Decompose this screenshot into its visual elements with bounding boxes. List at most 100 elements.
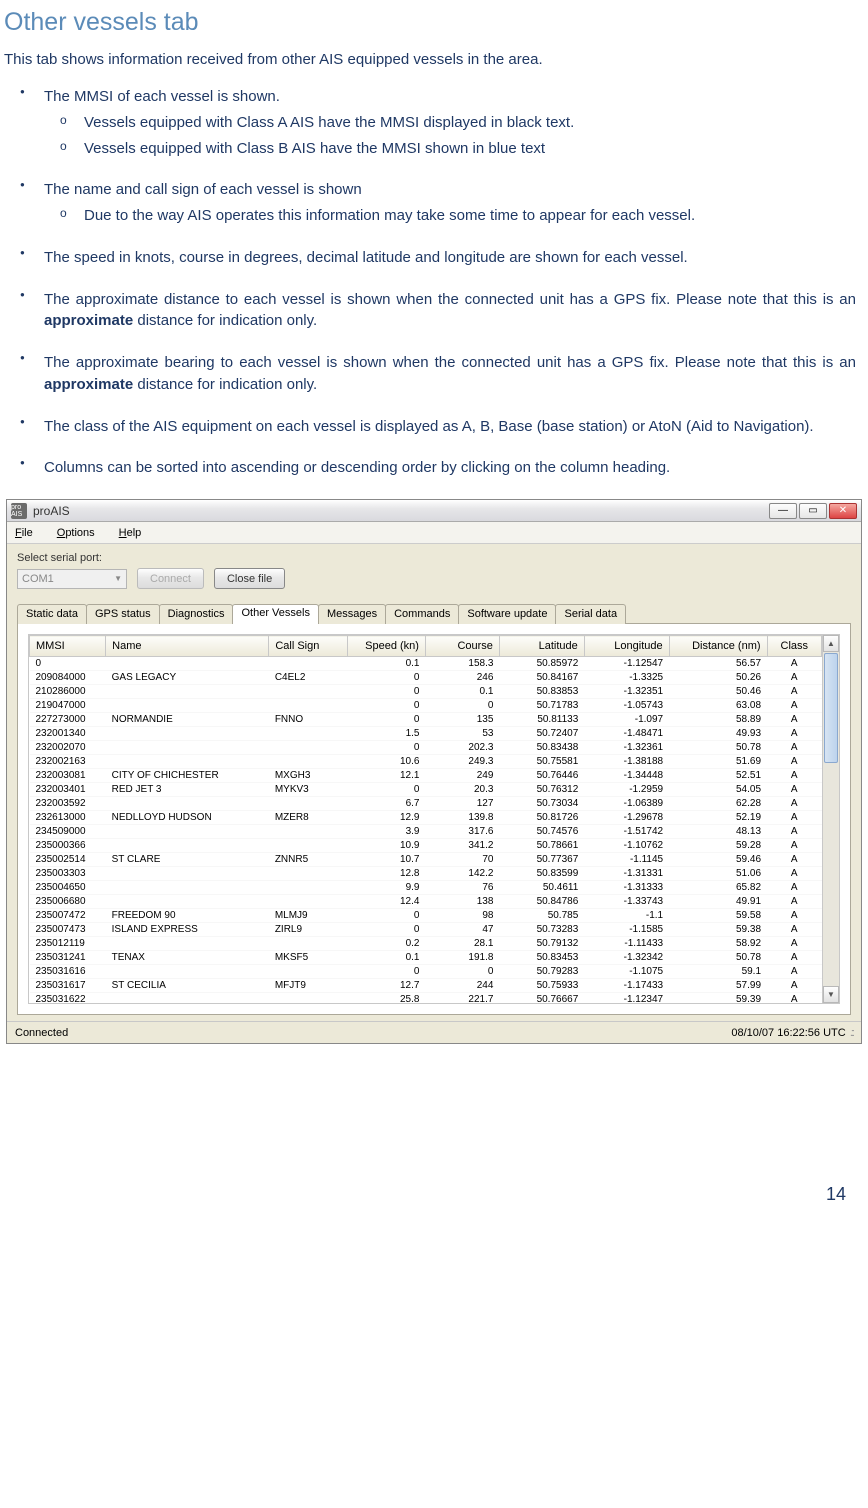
close-button[interactable]: ✕ — [829, 503, 857, 519]
table-row[interactable]: 23503162225.8221.750.76667-1.1234759.39A — [30, 993, 822, 1004]
table-row[interactable]: 2320013401.55350.72407-1.4847149.93A — [30, 727, 822, 741]
scroll-up-icon[interactable]: ▲ — [823, 635, 839, 652]
cell-class: A — [767, 783, 821, 797]
tab-commands[interactable]: Commands — [385, 604, 459, 624]
status-left: Connected — [15, 1027, 68, 1039]
table-row[interactable]: 235031617ST CECILIAMFJT912.724450.75933-… — [30, 979, 822, 993]
cell-callsign: MLMJ9 — [269, 909, 347, 923]
table-row[interactable]: 2320020700202.350.83438-1.3236150.78A — [30, 741, 822, 755]
cell-speed: 0 — [347, 783, 425, 797]
col-dist[interactable]: Distance (nm) — [669, 636, 767, 657]
cell-class: A — [767, 993, 821, 1004]
table-row[interactable]: 2350046509.97650.4611-1.3133365.82A — [30, 881, 822, 895]
table-row[interactable]: 23200216310.6249.350.75581-1.3818851.69A — [30, 755, 822, 769]
cell-lon: -1.097 — [584, 713, 669, 727]
col-callsign[interactable]: Call Sign — [269, 636, 347, 657]
col-mmsi[interactable]: MMSI — [30, 636, 106, 657]
cell-lat: 50.81726 — [499, 811, 584, 825]
menu-file[interactable]: File — [15, 527, 33, 539]
scroll-down-icon[interactable]: ▼ — [823, 986, 839, 1003]
table-row[interactable]: 2350316160050.79283-1.107559.1A — [30, 965, 822, 979]
col-course[interactable]: Course — [425, 636, 499, 657]
col-speed[interactable]: Speed (kn) — [347, 636, 425, 657]
port-combo[interactable]: COM1 ▼ — [17, 569, 127, 589]
tab-serial-data[interactable]: Serial data — [555, 604, 626, 624]
col-name[interactable]: Name — [106, 636, 269, 657]
table-row[interactable]: 235007473ISLAND EXPRESSZIRL904750.73283-… — [30, 923, 822, 937]
tab-messages[interactable]: Messages — [318, 604, 386, 624]
table-row[interactable]: 23500036610.9341.250.78661-1.1076259.28A — [30, 839, 822, 853]
cell-class: A — [767, 965, 821, 979]
table-row[interactable]: 2345090003.9317.650.74576-1.5174248.13A — [30, 825, 822, 839]
cell-dist: 58.92 — [669, 937, 767, 951]
cell-class: A — [767, 727, 821, 741]
table-row[interactable]: 235007472FREEDOM 90MLMJ909850.785-1.159.… — [30, 909, 822, 923]
cell-dist: 49.93 — [669, 727, 767, 741]
cell-lon: -1.10762 — [584, 839, 669, 853]
table-row[interactable]: 232613000NEDLLOYD HUDSONMZER812.9139.850… — [30, 811, 822, 825]
cell-callsign: MFJT9 — [269, 979, 347, 993]
cell-lat: 50.77367 — [499, 853, 584, 867]
sub-bullet: Vessels equipped with Class B AIS have t… — [84, 138, 856, 160]
table-row[interactable]: 2350121190.228.150.79132-1.1143358.92A — [30, 937, 822, 951]
col-lon[interactable]: Longitude — [584, 636, 669, 657]
cell-callsign — [269, 965, 347, 979]
cell-speed: 0.2 — [347, 937, 425, 951]
close-file-button[interactable]: Close file — [214, 568, 285, 589]
cell-callsign: MKSF5 — [269, 951, 347, 965]
table-row[interactable]: 232003401RED JET 3MYKV3020.350.76312-1.2… — [30, 783, 822, 797]
cell-lat: 50.83853 — [499, 685, 584, 699]
cell-name: RED JET 3 — [106, 783, 269, 797]
tab-gps-status[interactable]: GPS status — [86, 604, 160, 624]
cell-class: A — [767, 951, 821, 965]
cell-dist: 50.78 — [669, 951, 767, 965]
cell-speed: 10.9 — [347, 839, 425, 853]
cell-course: 158.3 — [425, 657, 499, 671]
tab-static-data[interactable]: Static data — [17, 604, 87, 624]
table-row[interactable]: 00.1158.350.85972-1.1254756.57A — [30, 657, 822, 671]
cell-dist: 59.46 — [669, 853, 767, 867]
menu-help[interactable]: Help — [119, 527, 142, 539]
cell-lat: 50.72407 — [499, 727, 584, 741]
table-row[interactable]: 21028600000.150.83853-1.3235150.46A — [30, 685, 822, 699]
chevron-down-icon: ▼ — [114, 574, 122, 583]
table-row[interactable]: 23500330312.8142.250.83599-1.3133151.06A — [30, 867, 822, 881]
cell-class: A — [767, 769, 821, 783]
tab-software-update[interactable]: Software update — [458, 604, 556, 624]
tab-other-vessels[interactable]: Other Vessels — [232, 604, 318, 624]
cell-name — [106, 839, 269, 853]
cell-lon: -1.29678 — [584, 811, 669, 825]
resize-grip-icon[interactable]: .:: — [849, 1027, 853, 1039]
table-row[interactable]: 227273000NORMANDIEFNNO013550.81133-1.097… — [30, 713, 822, 727]
cell-lon: -1.1585 — [584, 923, 669, 937]
table-row[interactable]: 209084000GAS LEGACYC4EL2024650.84167-1.3… — [30, 671, 822, 685]
table-row[interactable]: 235031241TENAXMKSF50.1191.850.83453-1.32… — [30, 951, 822, 965]
table-row[interactable]: 235002514ST CLAREZNNR510.77050.77367-1.1… — [30, 853, 822, 867]
menu-options[interactable]: Options — [57, 527, 95, 539]
cell-mmsi: 232613000 — [30, 811, 106, 825]
cell-speed: 12.7 — [347, 979, 425, 993]
table-row[interactable]: 2190470000050.71783-1.0574363.08A — [30, 699, 822, 713]
cell-name — [106, 965, 269, 979]
cell-course: 135 — [425, 713, 499, 727]
col-class[interactable]: Class — [767, 636, 821, 657]
cell-callsign: MZER8 — [269, 811, 347, 825]
cell-course: 0 — [425, 699, 499, 713]
vertical-scrollbar[interactable]: ▲ ▼ — [822, 635, 839, 1003]
table-row[interactable]: 2320035926.712750.73034-1.0638962.28A — [30, 797, 822, 811]
maximize-button[interactable]: ▭ — [799, 503, 827, 519]
tab-diagnostics[interactable]: Diagnostics — [159, 604, 234, 624]
table-row[interactable]: 23500668012.413850.84786-1.3374349.91A — [30, 895, 822, 909]
cell-course: 221.7 — [425, 993, 499, 1004]
cell-speed: 0 — [347, 923, 425, 937]
scroll-thumb[interactable] — [824, 653, 838, 763]
minimize-button[interactable]: — — [769, 503, 797, 519]
cell-callsign — [269, 881, 347, 895]
cell-mmsi: 235000366 — [30, 839, 106, 853]
col-lat[interactable]: Latitude — [499, 636, 584, 657]
connect-button[interactable]: Connect — [137, 568, 204, 589]
cell-lat: 50.73034 — [499, 797, 584, 811]
cell-callsign — [269, 839, 347, 853]
table-row[interactable]: 232003081CITY OF CHICHESTERMXGH312.12495… — [30, 769, 822, 783]
cell-callsign — [269, 895, 347, 909]
